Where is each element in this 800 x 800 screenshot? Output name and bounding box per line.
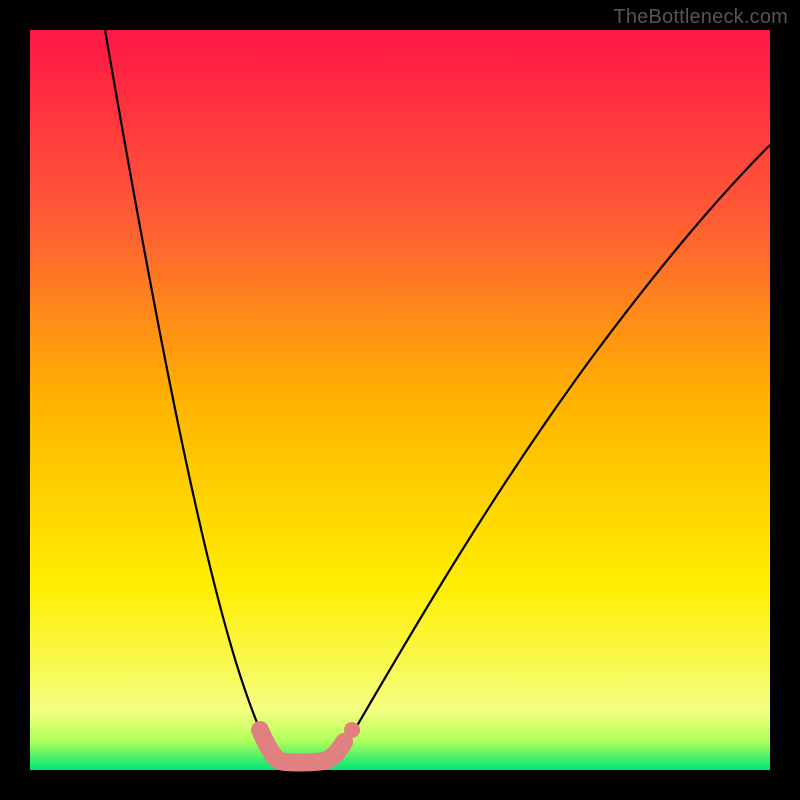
- valley-curve: [105, 30, 770, 762]
- valley-marker-dot: [344, 722, 360, 738]
- chart-plot-area: [30, 30, 770, 770]
- watermark-text: TheBottleneck.com: [613, 6, 788, 29]
- valley-marker-segment: [260, 730, 344, 763]
- bottleneck-curve-svg: [30, 30, 770, 770]
